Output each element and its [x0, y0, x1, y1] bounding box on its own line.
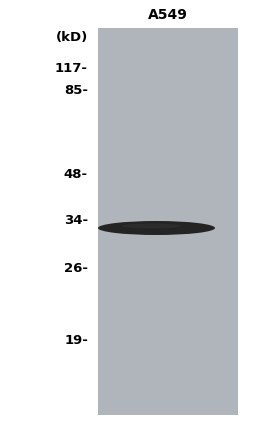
Text: A549: A549 [148, 8, 188, 22]
Text: 34-: 34- [64, 214, 88, 227]
Text: (kD): (kD) [56, 31, 88, 45]
Text: 117-: 117- [55, 61, 88, 75]
Ellipse shape [122, 224, 181, 229]
Text: 26-: 26- [64, 262, 88, 275]
Text: 19-: 19- [64, 333, 88, 347]
Bar [98, 28, 238, 415]
Text: 48-: 48- [64, 169, 88, 181]
Text: 85-: 85- [64, 84, 88, 97]
Ellipse shape [98, 221, 215, 235]
